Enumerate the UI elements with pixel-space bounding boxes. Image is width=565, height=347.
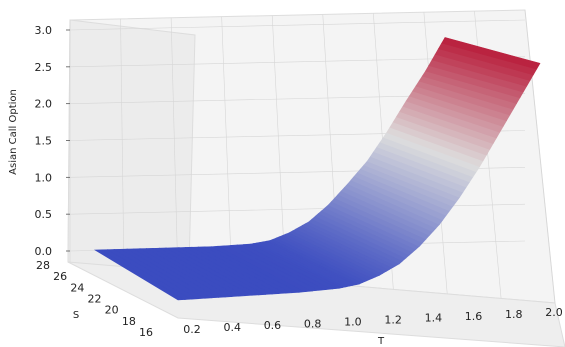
surface-patch xyxy=(441,37,541,70)
z-tick-label: 0.5 xyxy=(35,208,53,221)
grid-line-x xyxy=(221,16,232,276)
x-tick-label: 1.0 xyxy=(344,315,362,328)
z-axis-ticks: 0.0 0.5 1.0 1.5 2.0 2.5 3.0 xyxy=(35,24,70,258)
z-tick-label: 3.0 xyxy=(35,24,53,37)
x-tick-label: 0.6 xyxy=(264,319,282,332)
y-axis-label: S xyxy=(73,310,79,321)
y-tick-label: 20 xyxy=(105,304,119,317)
z-tick-label: 0.0 xyxy=(35,245,53,258)
z-tick-label: 1.5 xyxy=(35,135,53,148)
grid-line-x xyxy=(170,17,179,272)
z-tick-label: 1.0 xyxy=(35,171,53,184)
y-tick-label: 26 xyxy=(53,270,67,283)
y-tick-label: 18 xyxy=(122,315,136,328)
x-tick-label: 2.0 xyxy=(545,306,563,319)
grid-line-z xyxy=(69,19,526,31)
y-tick-label: 28 xyxy=(36,259,50,272)
x-tick-label: 0.8 xyxy=(304,317,322,330)
x-tick-label: 1.4 xyxy=(425,312,443,325)
x-tick-label: 1.6 xyxy=(465,310,483,323)
grid-line-x xyxy=(524,9,556,304)
z-tick-label: 2.5 xyxy=(35,61,53,74)
grid-line-x xyxy=(120,18,125,267)
surface xyxy=(93,37,541,301)
x-axis-label: T xyxy=(377,336,385,347)
y-tick-label: 16 xyxy=(139,326,153,339)
x-tick-label: 1.8 xyxy=(505,308,523,321)
x-tick-label: 0.4 xyxy=(223,321,241,334)
x-axis-ticks: 0.2 0.4 0.6 0.8 1.0 1.2 1.4 1.6 1.8 2.0 xyxy=(183,306,563,336)
z-tick-label: 2.0 xyxy=(35,98,53,111)
y-tick-label: 22 xyxy=(88,293,102,306)
z-axis-label: Asian Call Option xyxy=(8,89,19,175)
x-tick-label: 0.2 xyxy=(183,323,201,336)
x-tick-label: 1.2 xyxy=(384,314,402,327)
y-tick-label: 24 xyxy=(70,281,84,294)
